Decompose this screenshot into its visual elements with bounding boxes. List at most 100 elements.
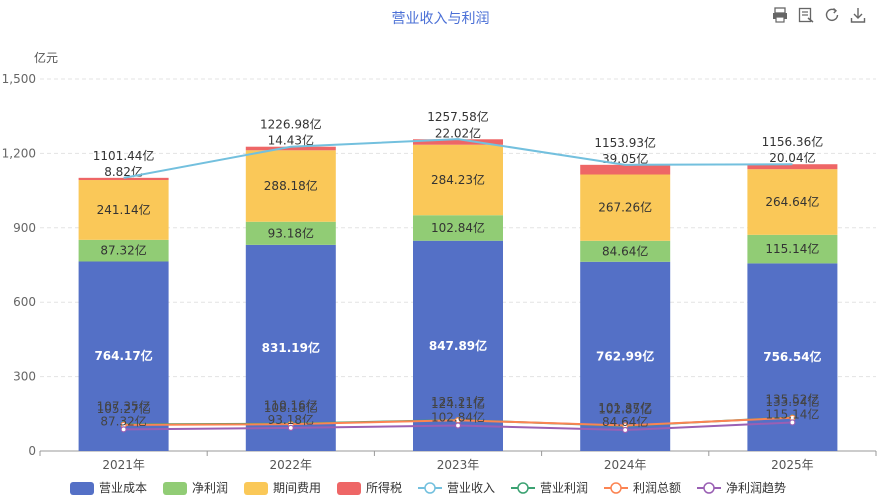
bar-data-label: 39.05亿 — [602, 151, 648, 166]
bar-segment — [245, 150, 336, 222]
line-point — [120, 426, 127, 433]
print-icon[interactable] — [771, 6, 789, 24]
line-data-label: 101.37亿 — [598, 400, 652, 415]
line-data-label: 135.52亿 — [765, 391, 819, 406]
bar-data-label: 87.32亿 — [100, 243, 146, 258]
bar-segment — [78, 177, 169, 181]
legend-label: 所得税 — [366, 480, 402, 495]
line-data-label: 125.21亿 — [431, 394, 485, 409]
bar-segment — [413, 144, 503, 216]
refresh-icon[interactable] — [823, 6, 841, 24]
line-data-label: 1226.98亿 — [260, 117, 322, 132]
bar-segment — [747, 164, 838, 170]
line-data-label: 102.84亿 — [431, 409, 485, 424]
line-data-label: 1153.93亿 — [594, 135, 656, 150]
line-data-label: 1101.44亿 — [93, 148, 155, 163]
bar-data-label: 762.99亿 — [596, 348, 654, 363]
bar-segment — [245, 146, 336, 151]
line-data-label: 105.27亿 — [97, 401, 151, 416]
line-data-label: 1156.36亿 — [762, 134, 824, 149]
chart-title: 营业收入与利润 — [391, 11, 490, 27]
legend-marker — [610, 482, 622, 494]
bar-data-label: 93.18亿 — [268, 225, 314, 240]
line-data-label: 108.18亿 — [264, 400, 318, 415]
bar-data-label: 764.17亿 — [94, 348, 152, 363]
legend-label: 营业利润 — [540, 481, 588, 495]
bar-data-label: 847.89亿 — [429, 338, 487, 353]
bar-segment — [580, 240, 671, 262]
chart-toolbox — [771, 6, 867, 24]
bar-segment — [580, 261, 671, 451]
line-point — [789, 419, 796, 426]
bar-segment — [78, 261, 169, 451]
bar-data-label: 284.23亿 — [431, 172, 485, 187]
line-data-label: 93.18亿 — [268, 412, 314, 427]
y-tick-label: 600 — [13, 295, 36, 309]
bar-data-label: 267.26亿 — [598, 200, 652, 215]
bar-segment — [78, 239, 169, 262]
legend-label: 净利润趋势 — [726, 481, 786, 495]
bar-segment — [245, 244, 336, 451]
bar-segment — [413, 215, 503, 241]
line-data-label: 107.35亿 — [97, 398, 151, 413]
legend-marker — [703, 482, 715, 494]
legend-label: 营业收入 — [447, 481, 495, 495]
bar-segment — [747, 234, 838, 264]
line-point — [622, 426, 629, 434]
legend-label: 营业成本 — [99, 481, 147, 495]
line-data-label: 124.11亿 — [431, 396, 485, 411]
x-tick-label: 2022年 — [270, 458, 313, 472]
data-view-icon[interactable] — [797, 6, 815, 24]
legend-marker — [163, 482, 187, 495]
x-tick-label: 2025年 — [771, 458, 814, 472]
bar-data-label: 8.82亿 — [104, 164, 143, 179]
bar-data-label: 22.02亿 — [435, 125, 481, 140]
line-data-label: 115.14亿 — [765, 406, 819, 421]
bar-data-label: 115.14亿 — [765, 241, 819, 256]
x-tick-label: 2024年 — [604, 458, 647, 472]
bar-data-label: 288.18亿 — [264, 178, 318, 193]
line-point — [454, 422, 462, 429]
y-tick-label: 1,200 — [2, 146, 36, 160]
bar-segment — [245, 221, 336, 245]
bar-data-label: 241.14亿 — [97, 202, 151, 217]
x-tick-label: 2021年 — [102, 458, 145, 472]
bar-data-label: 84.64亿 — [602, 243, 648, 258]
bar-segment — [413, 240, 503, 451]
bar-data-label: 14.43亿 — [268, 133, 314, 148]
line-point — [287, 424, 294, 431]
bar-segment — [78, 180, 169, 240]
line-series — [123, 138, 793, 179]
bar-segment — [413, 139, 503, 145]
legend-label: 利润总额 — [633, 481, 681, 495]
bar-data-label: 264.64亿 — [765, 194, 819, 209]
legend-label: 净利润 — [192, 481, 228, 495]
legend-marker — [244, 482, 268, 495]
line-data-label: 84.64亿 — [602, 414, 648, 429]
bar-data-label: 20.04亿 — [769, 150, 815, 165]
y-tick-label: 1,500 — [2, 72, 36, 86]
y-tick-label: 0 — [28, 444, 36, 458]
y-tick-label: 300 — [13, 370, 36, 384]
bar-segment — [580, 164, 671, 175]
bar-data-label: 756.54亿 — [763, 349, 821, 364]
bar-segment — [747, 169, 838, 235]
x-tick-label: 2023年 — [437, 458, 480, 472]
legend-marker — [70, 482, 94, 495]
y-axis-label: 亿元 — [34, 50, 58, 65]
bar-data-label: 102.84亿 — [431, 220, 485, 235]
line-data-label: 87.32亿 — [100, 413, 146, 428]
legend-marker — [337, 482, 361, 495]
line-data-label: 1257.58亿 — [427, 109, 489, 124]
line-data-label: 110.16亿 — [264, 398, 318, 413]
legend-marker — [517, 482, 529, 494]
line-data-label: 133.94亿 — [765, 394, 819, 409]
legend-label: 期间费用 — [273, 481, 321, 495]
bar-data-label: 831.19亿 — [262, 340, 320, 355]
bar-segment — [580, 174, 671, 241]
legend-marker — [424, 482, 436, 494]
y-tick-label: 900 — [13, 221, 36, 235]
download-icon[interactable] — [849, 6, 867, 24]
line-data-label: 102.85亿 — [598, 401, 652, 416]
